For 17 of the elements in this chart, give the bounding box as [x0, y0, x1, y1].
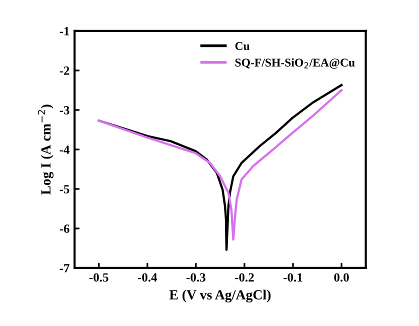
y-tick-label: -6: [60, 224, 70, 233]
x-tick-label: 0.0: [334, 273, 349, 282]
x-tick-label: -0.1: [284, 273, 302, 282]
y-tick-label: -7: [60, 264, 70, 272]
x-tick-label: -0.4: [138, 273, 158, 282]
y-tick-label: -2: [60, 66, 70, 75]
y-axis-title: Log I (A cm$^{−2}$): [38, 104, 54, 195]
x-axis-title: E (V vs Ag/AgCl): [169, 290, 271, 302]
x-tick-label: -0.3: [186, 273, 206, 282]
legend-label: Cu: [235, 42, 250, 50]
legend-label: SQ-F/SH-SiO$_{2}$/EA@Cu: [235, 58, 355, 69]
y-tick-label: -5: [60, 185, 70, 194]
y-tick-label: -1: [60, 27, 70, 36]
x-tick-label: -0.5: [89, 273, 108, 282]
y-tick-label: -4: [60, 146, 70, 154]
y-tick-label: -3: [60, 106, 70, 114]
x-tick-label: -0.2: [235, 273, 254, 282]
